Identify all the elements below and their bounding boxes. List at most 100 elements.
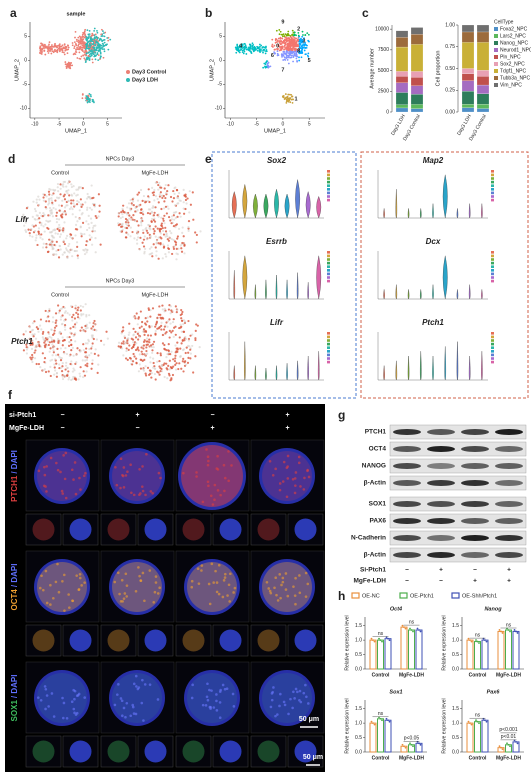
- cell-point: [157, 183, 160, 187]
- replicate-dot: [475, 639, 477, 641]
- cell-point: [25, 348, 29, 351]
- cell-point: [122, 326, 125, 329]
- nucleus: [293, 491, 297, 495]
- spheroid-stain: [37, 562, 87, 612]
- bar-segment: [395, 82, 409, 93]
- nucleus: [282, 460, 286, 464]
- cell-point: [96, 41, 99, 44]
- replicate-dot: [409, 627, 411, 630]
- replicate-dot: [506, 742, 508, 745]
- nucleus: [57, 590, 61, 594]
- nucleus: [305, 695, 308, 699]
- legend-swatch: [491, 279, 494, 283]
- bar: [384, 719, 392, 753]
- label: OE-Ptch1: [410, 593, 434, 599]
- legend-swatch: [399, 592, 408, 599]
- nucleus: [307, 702, 310, 705]
- label: 0: [276, 43, 279, 49]
- cell-point: [132, 327, 135, 330]
- cell-point: [155, 239, 159, 242]
- cell-point: [71, 213, 74, 216]
- cell-point: [169, 379, 172, 382]
- cell-point: [238, 51, 241, 54]
- cell-point: [187, 356, 190, 359]
- cell-point: [291, 101, 294, 104]
- cell-point: [58, 363, 61, 366]
- violin: [468, 203, 471, 219]
- cell-point: [41, 332, 44, 335]
- cell-point: [136, 332, 139, 335]
- cell-point: [51, 45, 53, 48]
- cell-point: [162, 207, 166, 210]
- cell-point: [147, 224, 151, 227]
- nucleus: [151, 491, 154, 495]
- nucleus: [286, 477, 290, 480]
- nucleus: [304, 683, 307, 687]
- cell-point: [84, 61, 87, 63]
- nucleus: [129, 463, 132, 466]
- nucleus: [75, 574, 78, 577]
- cell-point: [86, 365, 89, 368]
- cell-point: [164, 196, 167, 200]
- cell-point: [291, 95, 294, 98]
- cell-point: [285, 53, 287, 55]
- cell-point: [61, 213, 64, 216]
- cell-point: [157, 215, 160, 218]
- cell-point: [199, 230, 202, 233]
- cell-point: [129, 357, 132, 360]
- cell-point: [103, 50, 106, 53]
- cell-point: [98, 39, 101, 42]
- nucleus: [227, 479, 230, 483]
- nucleus: [113, 703, 117, 707]
- label: Ptch1: [422, 318, 444, 327]
- label: p<0.001: [499, 727, 517, 733]
- label: +: [439, 567, 443, 574]
- cell-point: [134, 336, 138, 339]
- cell-point: [84, 342, 87, 345]
- cell-point: [128, 322, 131, 325]
- cell-point: [182, 188, 185, 191]
- legend-swatch: [491, 276, 494, 279]
- cell-point: [44, 345, 47, 349]
- cell-point: [37, 362, 41, 366]
- legend-swatch: [491, 346, 494, 349]
- cell-point: [295, 34, 297, 37]
- cell-point: [60, 215, 63, 218]
- cell-point: [262, 66, 265, 69]
- label: p<0.05: [404, 736, 420, 742]
- cell-point: [86, 342, 89, 345]
- cell-point: [292, 60, 294, 63]
- cell-point: [236, 46, 239, 49]
- cell-point: [135, 238, 139, 241]
- replicate-dot: [484, 719, 486, 722]
- cell-point: [102, 32, 105, 35]
- label: Control: [372, 672, 390, 678]
- cell-point: [77, 378, 80, 381]
- cell-point: [85, 43, 87, 46]
- label: 0.0: [452, 666, 459, 672]
- inset-spheroid: [69, 629, 92, 652]
- cell-point: [180, 367, 183, 370]
- cell-point: [263, 62, 266, 65]
- replicate-dot: [418, 742, 420, 745]
- cell-point: [127, 333, 130, 336]
- cell-point: [51, 358, 54, 361]
- cell-point: [249, 50, 252, 53]
- cell-point: [303, 49, 306, 52]
- cell-point: [185, 346, 188, 349]
- cell-point: [187, 225, 190, 229]
- nucleus: [61, 579, 64, 583]
- label: 1.0: [452, 720, 459, 726]
- cell-point: [97, 40, 100, 42]
- cell-point: [52, 351, 55, 354]
- cell-point: [65, 361, 68, 364]
- cell-point: [88, 234, 91, 237]
- cell-point: [253, 45, 256, 48]
- cell-point: [174, 243, 178, 246]
- cell-point: [156, 227, 159, 230]
- cell-point: [44, 206, 47, 209]
- cell-point: [180, 312, 184, 316]
- cell-point: [149, 334, 153, 337]
- replicate-dot: [410, 743, 413, 746]
- cell-point: [89, 50, 92, 53]
